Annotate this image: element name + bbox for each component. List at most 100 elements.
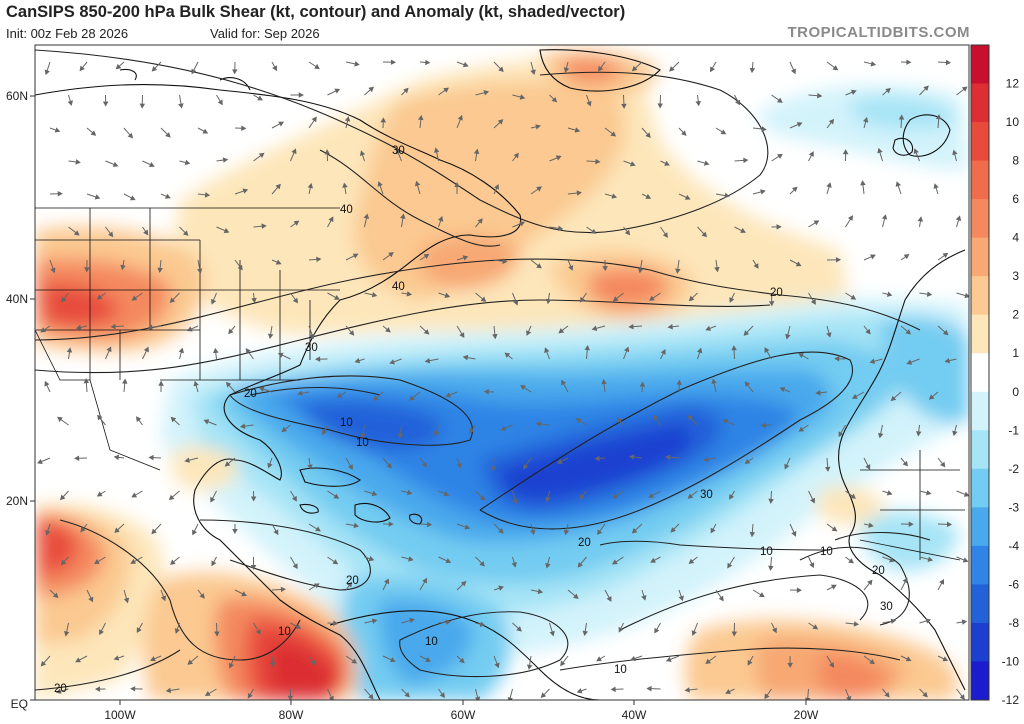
- wind-vector-head: [838, 431, 844, 437]
- wind-vector-head: [462, 255, 469, 261]
- wind-vector-head: [870, 61, 877, 67]
- wind-vector-head: [952, 430, 958, 437]
- wind-vector-head: [722, 419, 729, 425]
- wind-vector-head: [334, 294, 340, 300]
- wind-vector-head: [582, 630, 589, 637]
- wind-vector-head: [796, 122, 803, 128]
- lon-label: 40W: [622, 708, 647, 722]
- wind-vector-head: [725, 689, 731, 694]
- wind-vector-head: [437, 216, 444, 222]
- wind-vector-head: [84, 267, 90, 273]
- wind-vector-head: [830, 584, 837, 590]
- wind-vector-head: [237, 264, 243, 271]
- wind-vector-head: [573, 593, 579, 599]
- wind-vector-head: [498, 528, 504, 534]
- wind-vector-head: [563, 67, 570, 73]
- wind-vector-head: [526, 664, 533, 670]
- wind-vector-head: [191, 68, 197, 75]
- wind-vector-head: [963, 491, 969, 497]
- wind-vector-head: [906, 359, 913, 365]
- colorbar-label: -2: [1008, 462, 1019, 476]
- wind-vector-head: [258, 386, 265, 392]
- wind-vector-head: [846, 695, 852, 700]
- wind-vector-head: [164, 193, 171, 199]
- wind-vector-head: [714, 266, 720, 273]
- wind-vector-head: [120, 264, 126, 271]
- wind-vector-head: [139, 103, 146, 109]
- wind-vector-head: [37, 458, 43, 464]
- wind-vector-head: [637, 267, 644, 274]
- wind-vector-head: [347, 464, 353, 470]
- colorbar-swatch: [971, 160, 989, 200]
- colorbar-swatch: [971, 314, 989, 354]
- wind-vector-head: [245, 348, 251, 354]
- wind-vector-head: [853, 621, 860, 627]
- wind-vector-head: [925, 618, 932, 624]
- wind-vector-head: [202, 128, 209, 134]
- wind-vector-head: [810, 497, 816, 504]
- wind-vector-head: [151, 66, 158, 72]
- wind-vector-head: [703, 160, 710, 166]
- wind-vector-head: [885, 87, 891, 94]
- wind-vector-head: [348, 330, 355, 336]
- wind-vector-head: [557, 225, 564, 232]
- wind-vector-head: [540, 692, 547, 698]
- wind-vector-head: [228, 662, 234, 669]
- wind-vector-head: [454, 181, 460, 187]
- wind-vector-head: [850, 493, 856, 499]
- wind-vector-head: [696, 347, 703, 354]
- wind-vector-head: [409, 395, 415, 401]
- wind-vector-head: [790, 68, 796, 75]
- wind-vector-head: [835, 257, 842, 263]
- wind-vector-head: [922, 691, 928, 698]
- lat-label: 20N: [6, 494, 28, 508]
- wind-vector-head: [131, 295, 138, 301]
- wind-vector-head: [601, 378, 607, 385]
- wind-vector-head: [473, 148, 480, 155]
- wind-vector-head: [403, 87, 409, 94]
- wind-vector-head: [761, 126, 767, 132]
- wind-vector-head: [75, 657, 81, 663]
- wind-vector-head: [421, 461, 428, 468]
- wind-vector-head: [462, 354, 469, 361]
- wind-vector-head: [584, 345, 590, 351]
- colorbar-label: 6: [1012, 192, 1019, 206]
- wind-vector-head: [165, 687, 172, 694]
- wind-vector-head: [877, 147, 883, 154]
- wind-vector-head: [812, 624, 819, 630]
- wind-vector-head: [106, 346, 112, 353]
- wind-vector-head: [281, 426, 288, 433]
- wind-vector-head: [297, 390, 303, 396]
- wind-vector-head: [631, 528, 638, 534]
- wind-vector-head: [903, 253, 910, 260]
- wind-vector-head: [479, 560, 485, 567]
- wind-vector-head: [735, 99, 741, 106]
- contour-label: 10: [820, 546, 833, 558]
- colorbar-swatch: [971, 276, 989, 316]
- colorbar-label: 0: [1012, 385, 1019, 399]
- wind-vector-head: [902, 577, 908, 584]
- wind-vector-head: [498, 66, 504, 73]
- colorbar-label: 2: [1012, 308, 1019, 322]
- wind-vector-head: [380, 117, 387, 123]
- wind-vector-head: [445, 392, 452, 398]
- wind-vector-head: [60, 559, 67, 566]
- wind-vector-head: [257, 95, 263, 101]
- contour-label: 10: [425, 636, 438, 648]
- wind-vector-head: [94, 194, 101, 200]
- wind-vector-head: [187, 659, 194, 665]
- coastlines: [35, 49, 966, 700]
- wind-vector-head: [905, 656, 912, 662]
- wind-vector-head: [397, 433, 404, 439]
- lon-axis: 100W 80W 60W 40W 20W: [104, 700, 819, 722]
- wind-vector-head: [409, 617, 415, 624]
- wind-vector-head: [148, 162, 155, 167]
- wind-vector-head: [316, 256, 322, 263]
- wind-vector-head: [744, 458, 751, 465]
- wind-vector-head: [868, 522, 874, 528]
- wind-vector-head: [867, 579, 873, 586]
- wind-vector-head: [113, 454, 120, 461]
- wind-vector-head: [433, 147, 440, 153]
- wind-vector-head: [610, 686, 616, 693]
- wind-vector-head: [536, 263, 542, 269]
